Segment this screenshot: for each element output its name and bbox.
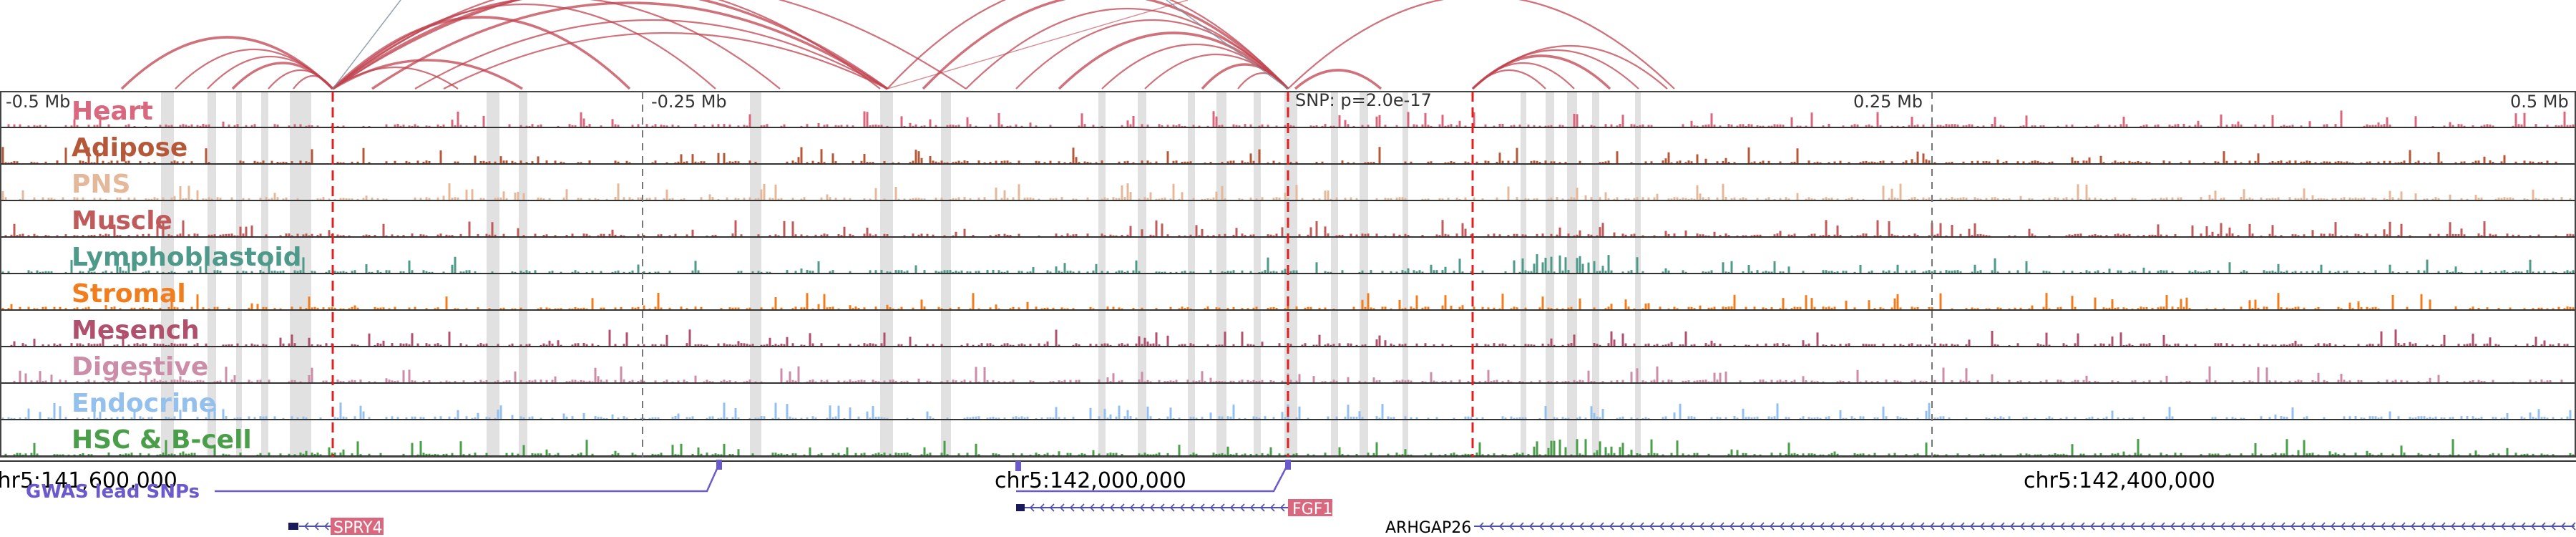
loop-arc — [1058, 32, 1289, 90]
loop-arc — [887, 0, 1189, 90]
axis-tick-label: 0.25 Mb — [1853, 92, 1923, 112]
track-label: Mesench — [72, 316, 200, 345]
gwas-lead-snps-label: GWAS lead SNPs — [26, 481, 200, 503]
gwas-snp-marker — [716, 460, 722, 470]
track-signal — [1, 254, 2575, 273]
loop-arc — [332, 0, 967, 90]
track-signal — [1, 293, 2575, 309]
loop-arc — [332, 3, 716, 90]
loop-arc — [414, 19, 888, 90]
axis-tick-label: -0.5 Mb — [6, 92, 70, 112]
gene-exon — [288, 523, 298, 530]
gene-exon — [1016, 504, 1025, 511]
track-label: PNS — [72, 170, 130, 199]
gene-strand-arrows — [1478, 522, 2576, 531]
track-signal — [1, 183, 2572, 200]
coordinate-label: chr5:142,000,000 — [995, 468, 1186, 493]
coordinate-label: chr5:142,400,000 — [2024, 468, 2215, 493]
track-label: Stromal — [72, 279, 186, 309]
loop-arc — [1237, 72, 1289, 90]
track-signal — [0, 439, 2575, 455]
loop-arc — [332, 0, 781, 90]
track-signal — [7, 110, 2575, 127]
axis-tick-label: -0.25 Mb — [651, 92, 727, 112]
track-label: Endocrine — [72, 389, 216, 418]
track-label: Muscle — [72, 206, 172, 236]
track-signal — [1, 147, 2557, 163]
loop-arc — [293, 75, 333, 90]
gene-strand-arrows — [303, 522, 329, 531]
gene-label-spry4: SPRY4 — [333, 519, 383, 537]
anchor-dashed-lines — [331, 92, 1933, 457]
gene-label-box — [1288, 499, 1332, 516]
gene-label-arhgap26: ARHGAP26 — [1385, 519, 1471, 537]
gwas-snp-marker — [1285, 460, 1291, 470]
gwas-snp-marker — [1015, 461, 1021, 471]
loop-arc — [1166, 0, 1289, 90]
loop-arc — [332, 0, 401, 90]
track-signal — [0, 329, 2569, 346]
loop-arc — [922, 0, 1289, 90]
loop-arc — [331, 0, 889, 90]
loop-arc — [332, 0, 881, 90]
track-label: HSC & B-cell — [72, 425, 252, 455]
coordinate-label: chr5:141,600,000 — [0, 468, 177, 493]
axis-tick-label: 0.5 Mb — [2510, 92, 2569, 112]
gene-strand-arrows — [1029, 503, 1285, 512]
snp-pvalue-label: SNP: p=2.0e-17 — [1295, 90, 1432, 110]
loop-arc — [443, 32, 888, 90]
gwas-connector-lines — [215, 463, 1289, 493]
loop-arc — [1294, 69, 1382, 90]
track-signal — [0, 220, 2575, 236]
loop-arc — [371, 1, 888, 90]
loop-arc — [1015, 19, 1289, 90]
gwas-and-gene-annotation — [0, 460, 2576, 535]
loop-arc — [331, 16, 631, 90]
track-labels: Heart Adipose PNS Muscle Lymphoblastoid Strom… — [72, 97, 302, 455]
track-label: Adipose — [72, 133, 187, 163]
loop-arc — [887, 0, 1289, 90]
track-label: Digestive — [72, 352, 208, 382]
gene-label-box — [331, 518, 384, 535]
gene-label-fgf1: FGF1 — [1292, 500, 1332, 518]
track-label: Lymphoblastoid — [72, 243, 302, 272]
loop-arc — [1472, 69, 1546, 90]
track-signal — [0, 402, 2572, 419]
chromatin-loop-arcs — [120, 0, 1675, 90]
loop-arc — [1287, 0, 1675, 90]
track-signal — [0, 366, 2563, 382]
track-label: Heart — [72, 97, 153, 126]
loop-arc — [332, 67, 459, 90]
